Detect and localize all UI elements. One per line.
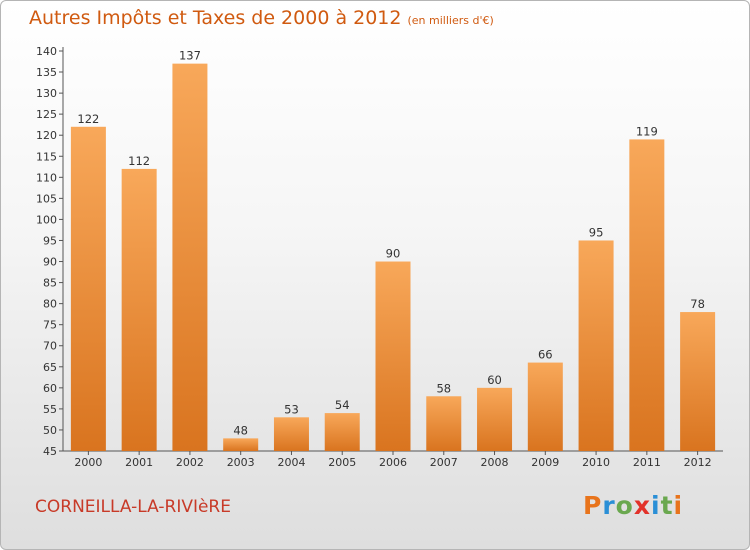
chart-title: Autres Impôts et Taxes de 2000 à 2012 (en… xyxy=(29,7,494,29)
y-tick-label: 140 xyxy=(36,45,57,58)
x-tick-label: 2009 xyxy=(531,456,559,469)
x-tick-label: 2011 xyxy=(633,456,661,469)
y-tick-label: 65 xyxy=(43,361,57,374)
logo-letter: r xyxy=(602,491,616,520)
bar xyxy=(324,413,360,451)
data-label: 119 xyxy=(636,124,658,138)
y-tick-label: 75 xyxy=(43,319,57,332)
y-tick-label: 50 xyxy=(43,424,57,437)
y-tick-label: 95 xyxy=(43,234,57,247)
y-tick-label: 60 xyxy=(43,382,57,395)
x-tick-label: 2003 xyxy=(227,456,255,469)
bar xyxy=(70,126,106,451)
x-tick-label: 2012 xyxy=(684,456,712,469)
bar xyxy=(426,396,462,451)
proxiti-logo: Proxiti xyxy=(583,491,683,520)
logo-letter: P xyxy=(583,491,603,520)
x-tick-label: 2005 xyxy=(328,456,356,469)
y-tick-label: 130 xyxy=(36,87,57,100)
chart-title-text: Autres Impôts et Taxes de 2000 à 2012 xyxy=(29,7,402,29)
bar xyxy=(172,63,208,451)
logo-letter: o xyxy=(615,491,634,520)
data-label: 78 xyxy=(690,297,705,311)
y-tick-label: 90 xyxy=(43,256,57,269)
data-label: 90 xyxy=(386,247,401,261)
y-tick-label: 120 xyxy=(36,129,57,142)
data-label: 137 xyxy=(179,49,201,63)
logo-letter: i xyxy=(673,491,684,520)
y-tick-label: 100 xyxy=(36,213,57,226)
bar xyxy=(121,168,157,452)
bar xyxy=(477,387,513,451)
y-tick-label: 125 xyxy=(36,108,57,121)
x-tick-label: 2010 xyxy=(582,456,610,469)
y-tick-label: 115 xyxy=(36,150,57,163)
data-label: 58 xyxy=(436,381,451,395)
bar xyxy=(375,261,411,451)
commune-name: CORNEILLA-LA-RIVIèRE xyxy=(35,497,231,517)
data-label: 60 xyxy=(487,373,502,387)
bar xyxy=(680,312,716,451)
y-tick-label: 110 xyxy=(36,171,57,184)
logo-letter: x xyxy=(633,491,651,520)
y-tick-label: 85 xyxy=(43,277,57,290)
x-tick-label: 2006 xyxy=(379,456,407,469)
data-label: 54 xyxy=(335,398,350,412)
y-tick-label: 80 xyxy=(43,298,57,311)
logo-letter: i xyxy=(651,491,661,520)
data-label: 112 xyxy=(128,154,150,168)
data-label: 95 xyxy=(589,225,604,239)
y-tick-label: 70 xyxy=(43,340,57,353)
y-tick-label: 55 xyxy=(43,403,57,416)
x-tick-label: 2008 xyxy=(481,456,509,469)
x-tick-label: 2002 xyxy=(176,456,204,469)
bar xyxy=(223,438,259,451)
x-tick-label: 2001 xyxy=(125,456,153,469)
y-tick-label: 105 xyxy=(36,192,57,205)
data-label: 53 xyxy=(284,402,299,416)
x-tick-label: 2004 xyxy=(277,456,305,469)
bar xyxy=(527,362,563,451)
x-tick-label: 2007 xyxy=(430,456,458,469)
bar xyxy=(273,417,309,451)
logo-letter: t xyxy=(660,491,674,520)
x-tick-label: 2000 xyxy=(74,456,102,469)
data-label: 66 xyxy=(538,348,553,362)
data-label: 122 xyxy=(77,112,99,126)
bar xyxy=(578,240,614,451)
y-tick-label: 135 xyxy=(36,66,57,79)
bar xyxy=(629,139,665,451)
data-label: 48 xyxy=(233,423,248,437)
chart-unit-label: (en milliers d'€) xyxy=(407,14,494,27)
y-tick-label: 45 xyxy=(43,445,57,458)
